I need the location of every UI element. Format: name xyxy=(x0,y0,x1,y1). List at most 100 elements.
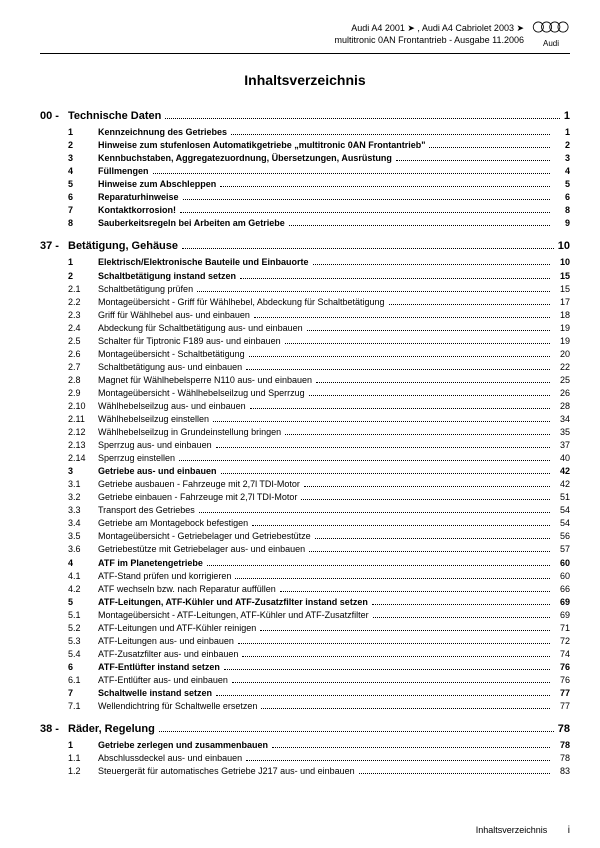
section-page: 10 xyxy=(558,240,570,252)
toc-entry: 6.1ATF-Entlüfter aus- und einbauen76 xyxy=(68,674,570,687)
page-title: Inhaltsverzeichnis xyxy=(40,72,570,88)
entry-label: ATF-Zusatzfilter aus- und einbauen xyxy=(98,648,238,661)
leader-dots xyxy=(182,248,554,249)
toc-entry: 2.2Montageübersicht - Griff für Wählhebe… xyxy=(68,296,570,309)
header-text: Audi A4 2001 ➤ , Audi A4 Cabriolet 2003 … xyxy=(335,23,524,46)
entry-label: Getriebe am Montagebock befestigen xyxy=(98,517,248,530)
leader-dots xyxy=(159,731,554,732)
toc-entry: 6Reparaturhinweise6 xyxy=(68,191,570,204)
leader-dots xyxy=(246,760,550,761)
leader-dots xyxy=(359,773,550,774)
entry-num: 7 xyxy=(68,204,98,217)
toc-entry: 2Hinweise zum stufenlosen Automatikgetri… xyxy=(68,139,570,152)
entry-num: 2.10 xyxy=(68,400,98,413)
entry-page: 1 xyxy=(554,126,570,139)
entry-page: 25 xyxy=(554,374,570,387)
entry-page: 66 xyxy=(554,583,570,596)
entry-label: Steuergerät für automatisches Getriebe J… xyxy=(98,765,355,778)
entry-num: 1 xyxy=(68,739,98,752)
leader-dots xyxy=(313,264,550,265)
entry-page: 76 xyxy=(554,661,570,674)
entry-num: 5 xyxy=(68,596,98,609)
brand-name: Audi xyxy=(532,39,570,49)
leader-dots xyxy=(289,225,550,226)
leader-dots xyxy=(309,395,550,396)
toc-entry: 3.2Getriebe einbauen - Fahrzeuge mit 2,7… xyxy=(68,491,570,504)
entry-page: 18 xyxy=(554,309,570,322)
entry-page: 22 xyxy=(554,361,570,374)
toc-entry: 2.14Sperrzug einstellen40 xyxy=(68,452,570,465)
entry-label: Getriebe aus- und einbauen xyxy=(98,465,217,478)
toc-entry: 3.6Getriebestütze mit Getriebelager aus-… xyxy=(68,543,570,556)
entry-label: Montageübersicht - Griff für Wählhebel, … xyxy=(98,296,385,309)
section-title-text: Betätigung, Gehäuse xyxy=(68,240,178,252)
entry-num: 7 xyxy=(68,687,98,700)
entry-num: 1.1 xyxy=(68,752,98,765)
entry-page: 28 xyxy=(554,400,570,413)
entry-num: 3.1 xyxy=(68,478,98,491)
leader-dots xyxy=(153,173,550,174)
entry-num: 2.3 xyxy=(68,309,98,322)
toc-entry: 5.1Montageübersicht - ATF-Leitungen, ATF… xyxy=(68,609,570,622)
leader-dots xyxy=(301,499,550,500)
entry-page: 60 xyxy=(554,570,570,583)
entry-page: 37 xyxy=(554,439,570,452)
toc-entry: 4ATF im Planetengetriebe60 xyxy=(68,557,570,570)
entry-label: ATF-Stand prüfen und korrigieren xyxy=(98,570,231,583)
entry-num: 7.1 xyxy=(68,700,98,713)
entry-page: 54 xyxy=(554,504,570,517)
entry-page: 40 xyxy=(554,452,570,465)
entry-num: 3.5 xyxy=(68,530,98,543)
entry-num: 2.2 xyxy=(68,296,98,309)
entry-num: 2.7 xyxy=(68,361,98,374)
entry-num: 1.2 xyxy=(68,765,98,778)
leader-dots xyxy=(216,695,550,696)
section-page: 1 xyxy=(564,110,570,122)
toc-entry: 3.4Getriebe am Montagebock befestigen54 xyxy=(68,517,570,530)
entry-label: Getriebe ausbauen - Fahrzeuge mit 2,7l T… xyxy=(98,478,300,491)
entries-group: 1Elektrisch/Elektronische Bauteile und E… xyxy=(68,256,570,713)
header-line2: multitronic 0AN Frontantrieb - Ausgabe 1… xyxy=(335,35,524,47)
entry-page: 78 xyxy=(554,752,570,765)
entry-page: 42 xyxy=(554,465,570,478)
section-header: 37 -Betätigung, Gehäuse10 xyxy=(40,240,570,252)
leader-dots xyxy=(250,408,550,409)
entry-label: Abschlussdeckel aus- und einbauen xyxy=(98,752,242,765)
entry-page: 74 xyxy=(554,648,570,661)
section-header: 38 -Räder, Regelung78 xyxy=(40,723,570,735)
entry-label: Abdeckung für Schaltbetätigung aus- und … xyxy=(98,322,303,335)
entry-page: 54 xyxy=(554,517,570,530)
toc-entry: 6ATF-Entlüfter instand setzen76 xyxy=(68,661,570,674)
entry-num: 1 xyxy=(68,126,98,139)
leader-dots xyxy=(389,304,550,305)
toc-entry: 2.7Schaltbetätigung aus- und einbauen22 xyxy=(68,361,570,374)
toc-entry: 2.6Montageübersicht - Schaltbetätigung20 xyxy=(68,348,570,361)
entry-page: 4 xyxy=(554,165,570,178)
entry-num: 6 xyxy=(68,661,98,674)
leader-dots xyxy=(373,617,550,618)
entry-label: Schaltbetätigung prüfen xyxy=(98,283,193,296)
toc-entry: 3Getriebe aus- und einbauen42 xyxy=(68,465,570,478)
leader-dots xyxy=(261,708,550,709)
toc-entry: 1Elektrisch/Elektronische Bauteile und E… xyxy=(68,256,570,269)
leader-dots xyxy=(242,656,550,657)
entry-label: Kontaktkorrosion! xyxy=(98,204,176,217)
footer-page: i xyxy=(568,825,570,836)
toc-entry: 2.1Schaltbetätigung prüfen15 xyxy=(68,283,570,296)
entry-label: ATF-Leitungen, ATF-Kühler und ATF-Zusatz… xyxy=(98,596,368,609)
entry-label: Transport des Getriebes xyxy=(98,504,195,517)
toc-entry: 2.10Wählhebelseilzug aus- und einbauen28 xyxy=(68,400,570,413)
toc-entry: 1.1Abschlussdeckel aus- und einbauen 78 xyxy=(68,752,570,765)
entry-label: Sperrzug einstellen xyxy=(98,452,175,465)
entry-label: Reparaturhinweise xyxy=(98,191,179,204)
leader-dots xyxy=(180,212,550,213)
section-title-text: Räder, Regelung xyxy=(68,723,155,735)
toc-entry: 5.4ATF-Zusatzfilter aus- und einbauen74 xyxy=(68,648,570,661)
leader-dots xyxy=(216,447,550,448)
entry-num: 2.13 xyxy=(68,439,98,452)
toc-entry: 3.5Montageübersicht - Getriebelager und … xyxy=(68,530,570,543)
toc-body: 00 -Technische Daten11Kennzeichnung des … xyxy=(40,110,570,778)
toc-entry: 2.12Wählhebelseilzug in Grundeinstellung… xyxy=(68,426,570,439)
leader-dots xyxy=(232,682,550,683)
entry-page: 6 xyxy=(554,191,570,204)
